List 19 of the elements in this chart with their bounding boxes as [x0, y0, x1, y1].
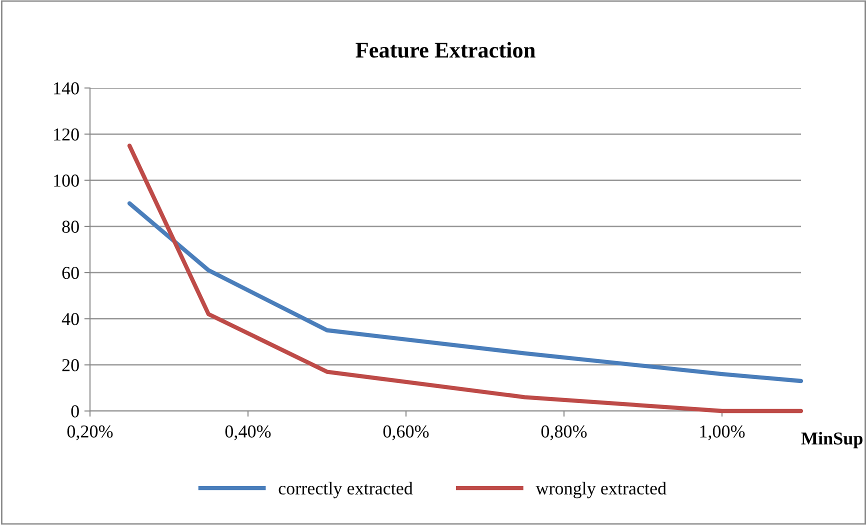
- y-tick-label: 120: [54, 128, 79, 141]
- line-series: [127, 144, 804, 414]
- chart-title: Feature Extraction: [356, 42, 536, 58]
- y-tick-label: 80: [62, 220, 79, 233]
- y-tick-label: 20: [62, 359, 79, 372]
- line-series: [127, 201, 804, 384]
- x-tick-label: 0,80%: [541, 425, 587, 440]
- x-tick-label: 0,40%: [225, 425, 271, 440]
- x-axis-title: MinSup: [801, 432, 862, 448]
- y-tick-label: 40: [62, 312, 79, 326]
- y-tick-label: 140: [54, 82, 79, 94]
- x-tick-label: 1,00%: [700, 425, 745, 440]
- y-tick-label: 100: [54, 174, 79, 187]
- x-tick-label: 0,20%: [67, 425, 113, 440]
- x-tick-label: 0,60%: [383, 425, 429, 440]
- legend-label: correctly extracted: [278, 482, 413, 498]
- y-tick-label: 60: [62, 266, 79, 280]
- y-tick-label: 0: [71, 405, 79, 418]
- legend-label: wrongly extracted: [536, 482, 666, 498]
